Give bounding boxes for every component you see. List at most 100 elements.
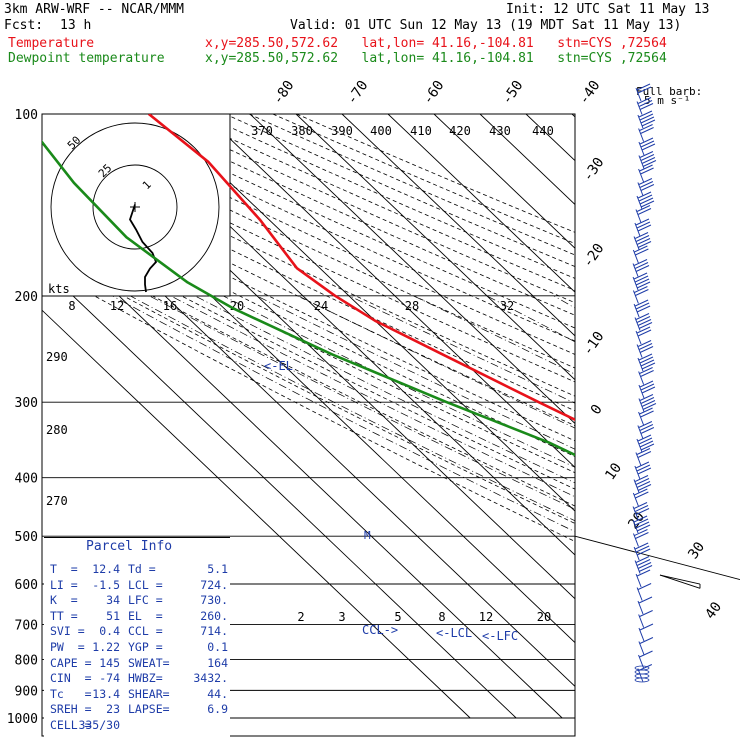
- hodograph-ring: [50, 122, 220, 292]
- wind-barb-flag: [639, 394, 654, 401]
- isotherm-line: [525, 114, 575, 162]
- parcel-info-panel: Parcel Info T = 12.4 Td = 5.1 LI = -1.5 LCL = 7…: [44, 537, 230, 738]
- wind-barb-flag: [639, 113, 654, 121]
- isotherm-line: [664, 114, 740, 718]
- wind-barb-flag: [641, 400, 656, 407]
- parcel-value: SWEAT=: [128, 655, 170, 670]
- wind-barb-flag: [639, 151, 654, 158]
- parcel-value: 5.1: [207, 562, 228, 576]
- wind-barb-flag: [639, 137, 654, 145]
- wind-barb-flag: [635, 461, 650, 469]
- dewpoint-legend: Dewpoint temperature: [8, 51, 165, 66]
- marker-el: <-EL: [264, 359, 293, 373]
- wind-barb-flag: [633, 502, 648, 509]
- wind-barb-flag: [638, 437, 653, 445]
- wind-barb-flag: [634, 488, 648, 496]
- wind-barb-flag: [634, 245, 648, 253]
- dry-adiabat: [42, 129, 575, 383]
- wind-barb: [632, 263, 639, 277]
- parcel-value: 164: [207, 655, 228, 670]
- wind-barb-flag: [638, 421, 653, 428]
- dewpoint-curve: [42, 139, 575, 457]
- saturated-adiabat: [256, 295, 575, 450]
- parcel-value: 44.: [207, 686, 228, 701]
- wind-barb: [638, 141, 645, 156]
- marker-m: M: [364, 529, 371, 542]
- wind-barb-flag: [641, 157, 656, 164]
- wind-barb-flag: [637, 86, 652, 94]
- pressure-label: 400: [15, 472, 38, 487]
- wind-barb-flag: [639, 637, 654, 644]
- isotherm-label: -50: [499, 78, 527, 108]
- wind-barb-flag: [640, 116, 655, 124]
- wind-barb-flag: [641, 119, 656, 127]
- wind-barb-flag: [634, 529, 648, 536]
- wind-barb-flag: [637, 319, 652, 326]
- isotherm-label: 0: [588, 402, 606, 418]
- mixing-ratio-label: 12: [479, 610, 493, 624]
- wind-barb-flag: [634, 286, 648, 293]
- wind-barb-flag: [635, 289, 649, 296]
- parcel-value: T =: [50, 562, 78, 576]
- wind-barb-flag: [639, 380, 654, 388]
- dry-adiabat: [58, 114, 575, 355]
- parcel-value: SHEAR=: [128, 686, 170, 701]
- wind-barb-flag: [636, 281, 651, 289]
- wind-barb-flag: [636, 316, 651, 323]
- wind-barb-flag: [640, 370, 654, 377]
- wind-barb-calm: [634, 677, 650, 683]
- saturated-adiabat: [222, 295, 575, 468]
- saturated-adiabat: [297, 295, 575, 429]
- pressure-label: 900: [15, 684, 38, 699]
- wind-barb: [632, 249, 639, 264]
- wind-barb-flag: [639, 103, 654, 110]
- wind-barb-calm: [634, 669, 650, 675]
- parcel-value: 13.4: [92, 686, 120, 701]
- wind-barb-flag: [633, 272, 648, 280]
- wind-barb-flag: [640, 427, 655, 434]
- speed-axis-label: 24: [314, 299, 328, 313]
- wind-barb-flag: [638, 194, 653, 202]
- wind-barb-flag: [638, 110, 653, 118]
- temperature-location: x,y=285.50,572.62 lat,lon= 41.16,-104.81…: [205, 36, 667, 51]
- parcel-value: 12.4: [92, 562, 120, 576]
- wind-barb-flag: [640, 397, 655, 404]
- wind-barb-flag: [636, 238, 651, 245]
- parcel-value: SVI =: [50, 624, 85, 639]
- wind-barb-flag: [635, 278, 650, 286]
- wind-barb: [634, 222, 641, 237]
- wind-barb-flag: [639, 610, 653, 617]
- init-time: Init: 12 UTC Sat 11 May 13: [506, 2, 710, 17]
- wind-barb-flag: [640, 383, 655, 391]
- wind-barb-flag: [639, 124, 653, 131]
- mixing-ratio-label: 20: [537, 610, 551, 624]
- isotherm-extension: [659, 574, 701, 585]
- hodograph-frame: [41, 113, 231, 297]
- wind-barb-flag: [639, 440, 654, 448]
- parcel-value: 1.22: [92, 640, 120, 654]
- parcel-value: LI =: [50, 577, 78, 592]
- parcel-value: CIN =: [50, 671, 92, 686]
- wind-barb-flag: [635, 313, 650, 320]
- speed-axis-label: 28: [405, 299, 419, 313]
- isotherm-line: [157, 114, 575, 512]
- wind-barb-flag: [635, 265, 650, 272]
- wind-barb-flag: [636, 481, 651, 488]
- parcel-value: LAPSE=: [128, 702, 170, 717]
- wind-barb: [632, 492, 639, 507]
- marker-lfc: <-LFC: [482, 629, 518, 643]
- saturated-adiabat: [129, 295, 575, 522]
- wind-barb-flag: [634, 475, 649, 482]
- isotherm-label: -70: [344, 78, 372, 108]
- theta-e-label: 420: [449, 124, 471, 138]
- wind-barb-flag: [637, 451, 652, 458]
- wind-barb-flag: [635, 532, 649, 539]
- marker-ccl: CCL->: [362, 623, 398, 637]
- speed-axis-label: 32: [500, 299, 514, 313]
- wind-barb-calm: [634, 673, 650, 679]
- wind-barb-flag: [636, 205, 651, 212]
- wind-barb-flag: [637, 241, 652, 248]
- wind-barb-flag: [634, 299, 649, 307]
- theta-e-label: 430: [489, 124, 511, 138]
